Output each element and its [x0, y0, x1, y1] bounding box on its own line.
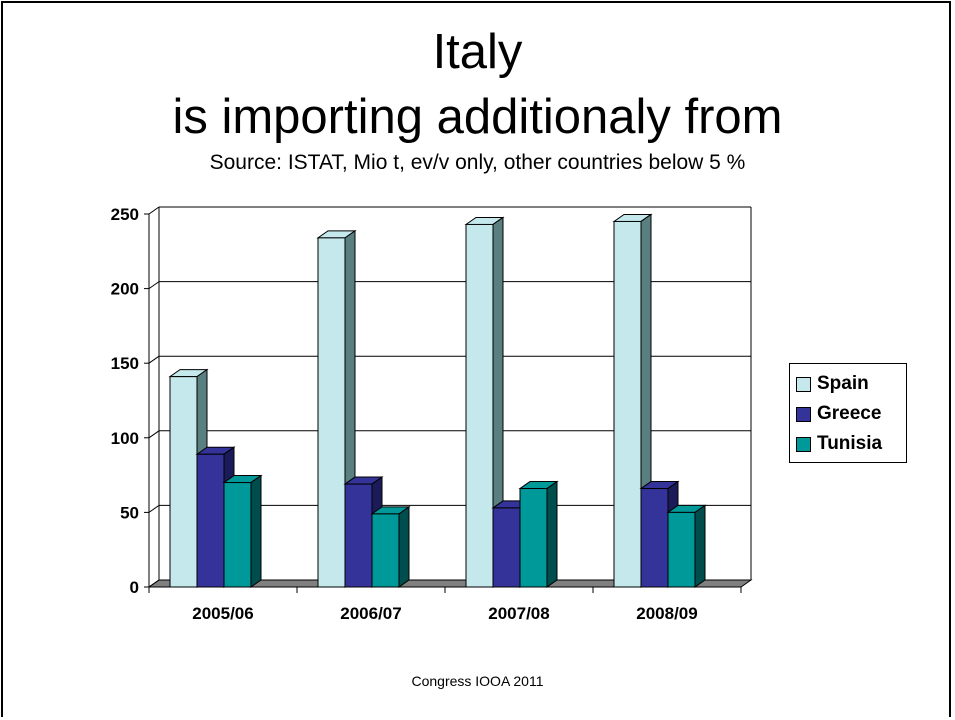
bar-side-tunisia: [546, 480, 558, 588]
y-tick-label: 0: [130, 578, 139, 597]
legend-item-tunisia: Tunisia: [790, 429, 906, 459]
y-tick-label: 250: [111, 205, 139, 224]
bar-side-tunisia: [694, 504, 706, 588]
y-tick-label: 100: [111, 429, 139, 448]
chart-legend: Spain Greece Tunisia: [789, 363, 907, 463]
legend-swatch-greece: [796, 406, 811, 422]
y-tick-diagonal: [148, 355, 160, 364]
bar-greece: [344, 483, 373, 588]
bar-tunisia: [223, 482, 252, 588]
y-tick-label: 50: [120, 503, 139, 522]
bar-greece: [492, 507, 521, 588]
y-tick-label: 200: [111, 280, 139, 299]
slide-subtitle: Source: ISTAT, Mio t, ev/v only, other c…: [209, 151, 746, 174]
y-tick-diagonal: [148, 579, 160, 588]
legend-item-greece: Greece: [790, 399, 906, 429]
x-tick-label: 2007/08: [488, 604, 549, 623]
bar-tunisia: [667, 511, 696, 588]
slide-title-line2: is importing additionaly from: [172, 90, 783, 144]
bar-side-tunisia: [250, 474, 262, 588]
legend-label: Tunisia: [817, 433, 883, 454]
bar-spain: [317, 237, 346, 588]
legend-item-spain: Spain: [790, 369, 906, 399]
y-tick-diagonal: [148, 206, 160, 215]
slide-title-line1: Italy: [432, 25, 523, 79]
legend-swatch-spain: [796, 376, 811, 392]
bar-spain: [465, 223, 494, 588]
y-tick-diagonal: [148, 281, 160, 290]
legend-label: Spain: [817, 373, 869, 394]
bar-greece: [196, 453, 225, 588]
bar-greece: [640, 488, 669, 588]
bar-tunisia: [519, 488, 548, 588]
bar-spain: [169, 376, 198, 588]
legend-swatch-tunisia: [796, 436, 811, 452]
y-tick-diagonal: [148, 430, 160, 439]
y-tick-label: 150: [111, 354, 139, 373]
legend-label: Greece: [817, 403, 882, 424]
bar-tunisia: [371, 513, 400, 588]
slide-footer: Congress IOOA 2011: [411, 673, 544, 689]
x-tick-label: 2008/09: [636, 604, 697, 623]
y-tick-diagonal: [148, 504, 160, 513]
x-tick-label: 2005/06: [192, 604, 253, 623]
bar-spain: [613, 220, 642, 588]
bar-side-tunisia: [398, 505, 410, 588]
x-tick-label: 2006/07: [340, 604, 401, 623]
